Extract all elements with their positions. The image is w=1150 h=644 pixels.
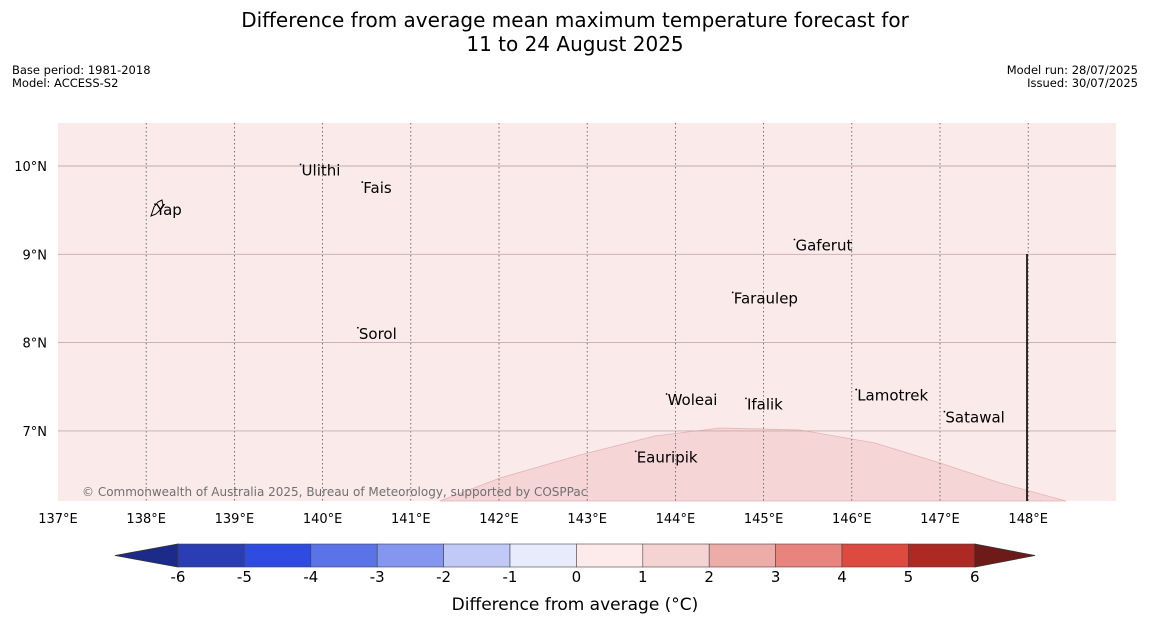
title-line-2: 11 to 24 August 2025	[466, 32, 684, 56]
place-label: Lamotrek	[857, 387, 928, 405]
model-run: Model run: 28/07/2025	[1006, 63, 1138, 77]
colorbar-segment	[708, 543, 776, 568]
longitude-tick-label: 148°E	[1008, 512, 1048, 527]
place-label: Faraulep	[734, 289, 798, 307]
colorbar-segment	[376, 543, 444, 568]
island-marker	[731, 291, 734, 294]
colorbar	[114, 543, 1036, 568]
place-label: Sorol	[359, 325, 397, 343]
island-marker	[943, 410, 946, 413]
meta-left: Base period: 1981-2018 Model: ACCESS-S2	[12, 64, 151, 90]
map-area: Yap Ulithi Fais Gaferut Faraulep Sorol Lamotre…	[58, 123, 1116, 502]
colorbar-segment	[310, 543, 378, 568]
colorbar-low-extension	[114, 543, 179, 568]
colorbar-title: Difference from average (°C)	[451, 595, 699, 615]
island-marker	[356, 326, 359, 329]
longitude-tick-label: 140°E	[303, 512, 343, 527]
colorbar-segment	[841, 543, 909, 568]
island-marker	[665, 393, 668, 395]
place-label: Ifalik	[747, 395, 783, 413]
place-label: Woleai	[668, 391, 718, 409]
island-marker	[745, 397, 747, 400]
model-name: Model: ACCESS-S2	[12, 76, 119, 90]
island-marker	[299, 163, 302, 166]
colorbar-segment	[642, 543, 710, 568]
place-label: Eauripik	[637, 448, 698, 466]
map-title: Difference from average mean maximum tem…	[0, 8, 1150, 56]
copyright-notice: © Commonwealth of Australia 2025, Bureau…	[82, 485, 587, 499]
colorbar-segment	[775, 543, 843, 568]
colorbar-segment	[576, 543, 644, 568]
yap-island-outline	[150, 199, 164, 217]
colorbar-segment	[177, 543, 245, 568]
place-label: Satawal	[945, 409, 1004, 427]
latitude-tick-label: 7°N	[23, 425, 48, 440]
colorbar-segment	[509, 543, 577, 568]
colorbar-segment	[244, 543, 312, 568]
latitude-tick-label: 8°N	[23, 337, 48, 352]
latitude-tick-label: 10°N	[14, 160, 47, 175]
island-marker	[793, 238, 796, 241]
island-marker	[855, 388, 858, 391]
island-marker	[634, 450, 637, 453]
place-labels: Yap Ulithi Fais Gaferut Faraulep Sorol Lamotre…	[154, 161, 1005, 466]
meta-right: Model run: 28/07/2025 Issued: 30/07/2025	[1007, 64, 1138, 90]
graticule	[58, 123, 1116, 501]
island-marker	[154, 203, 156, 206]
colorbar-segment	[443, 543, 511, 568]
longitude-tick-label: 138°E	[126, 512, 166, 527]
base-period: Base period: 1981-2018	[12, 63, 151, 77]
title-line-1: Difference from average mean maximum tem…	[241, 8, 909, 32]
place-label: Gaferut	[795, 236, 852, 254]
longitude-tick-label: 143°E	[567, 512, 607, 527]
place-label: Yap	[155, 201, 182, 219]
longitude-tick-label: 141°E	[391, 512, 431, 527]
longitude-tick-label: 137°E	[38, 512, 78, 527]
longitude-tick-label: 144°E	[656, 512, 696, 527]
longitude-tick-label: 147°E	[920, 512, 960, 527]
colorbar-segment	[908, 543, 976, 568]
longitude-tick-label: 145°E	[744, 512, 784, 527]
latitude-tick-label: 9°N	[23, 248, 48, 263]
issued-date: Issued: 30/07/2025	[1027, 76, 1138, 90]
axis-labels: 137°E 138°E 139°E 140°E 141°E 142°E 143°E 144°E…	[14, 160, 1048, 527]
colorbar-high-extension	[974, 543, 1036, 568]
place-label: Ulithi	[302, 161, 341, 179]
longitude-tick-label: 142°E	[479, 512, 519, 527]
place-label: Fais	[363, 179, 392, 197]
longitude-tick-label: 146°E	[832, 512, 872, 527]
longitude-tick-label: 139°E	[215, 512, 255, 527]
warmer-anomaly-region	[439, 427, 1067, 502]
island-marker	[361, 181, 364, 183]
